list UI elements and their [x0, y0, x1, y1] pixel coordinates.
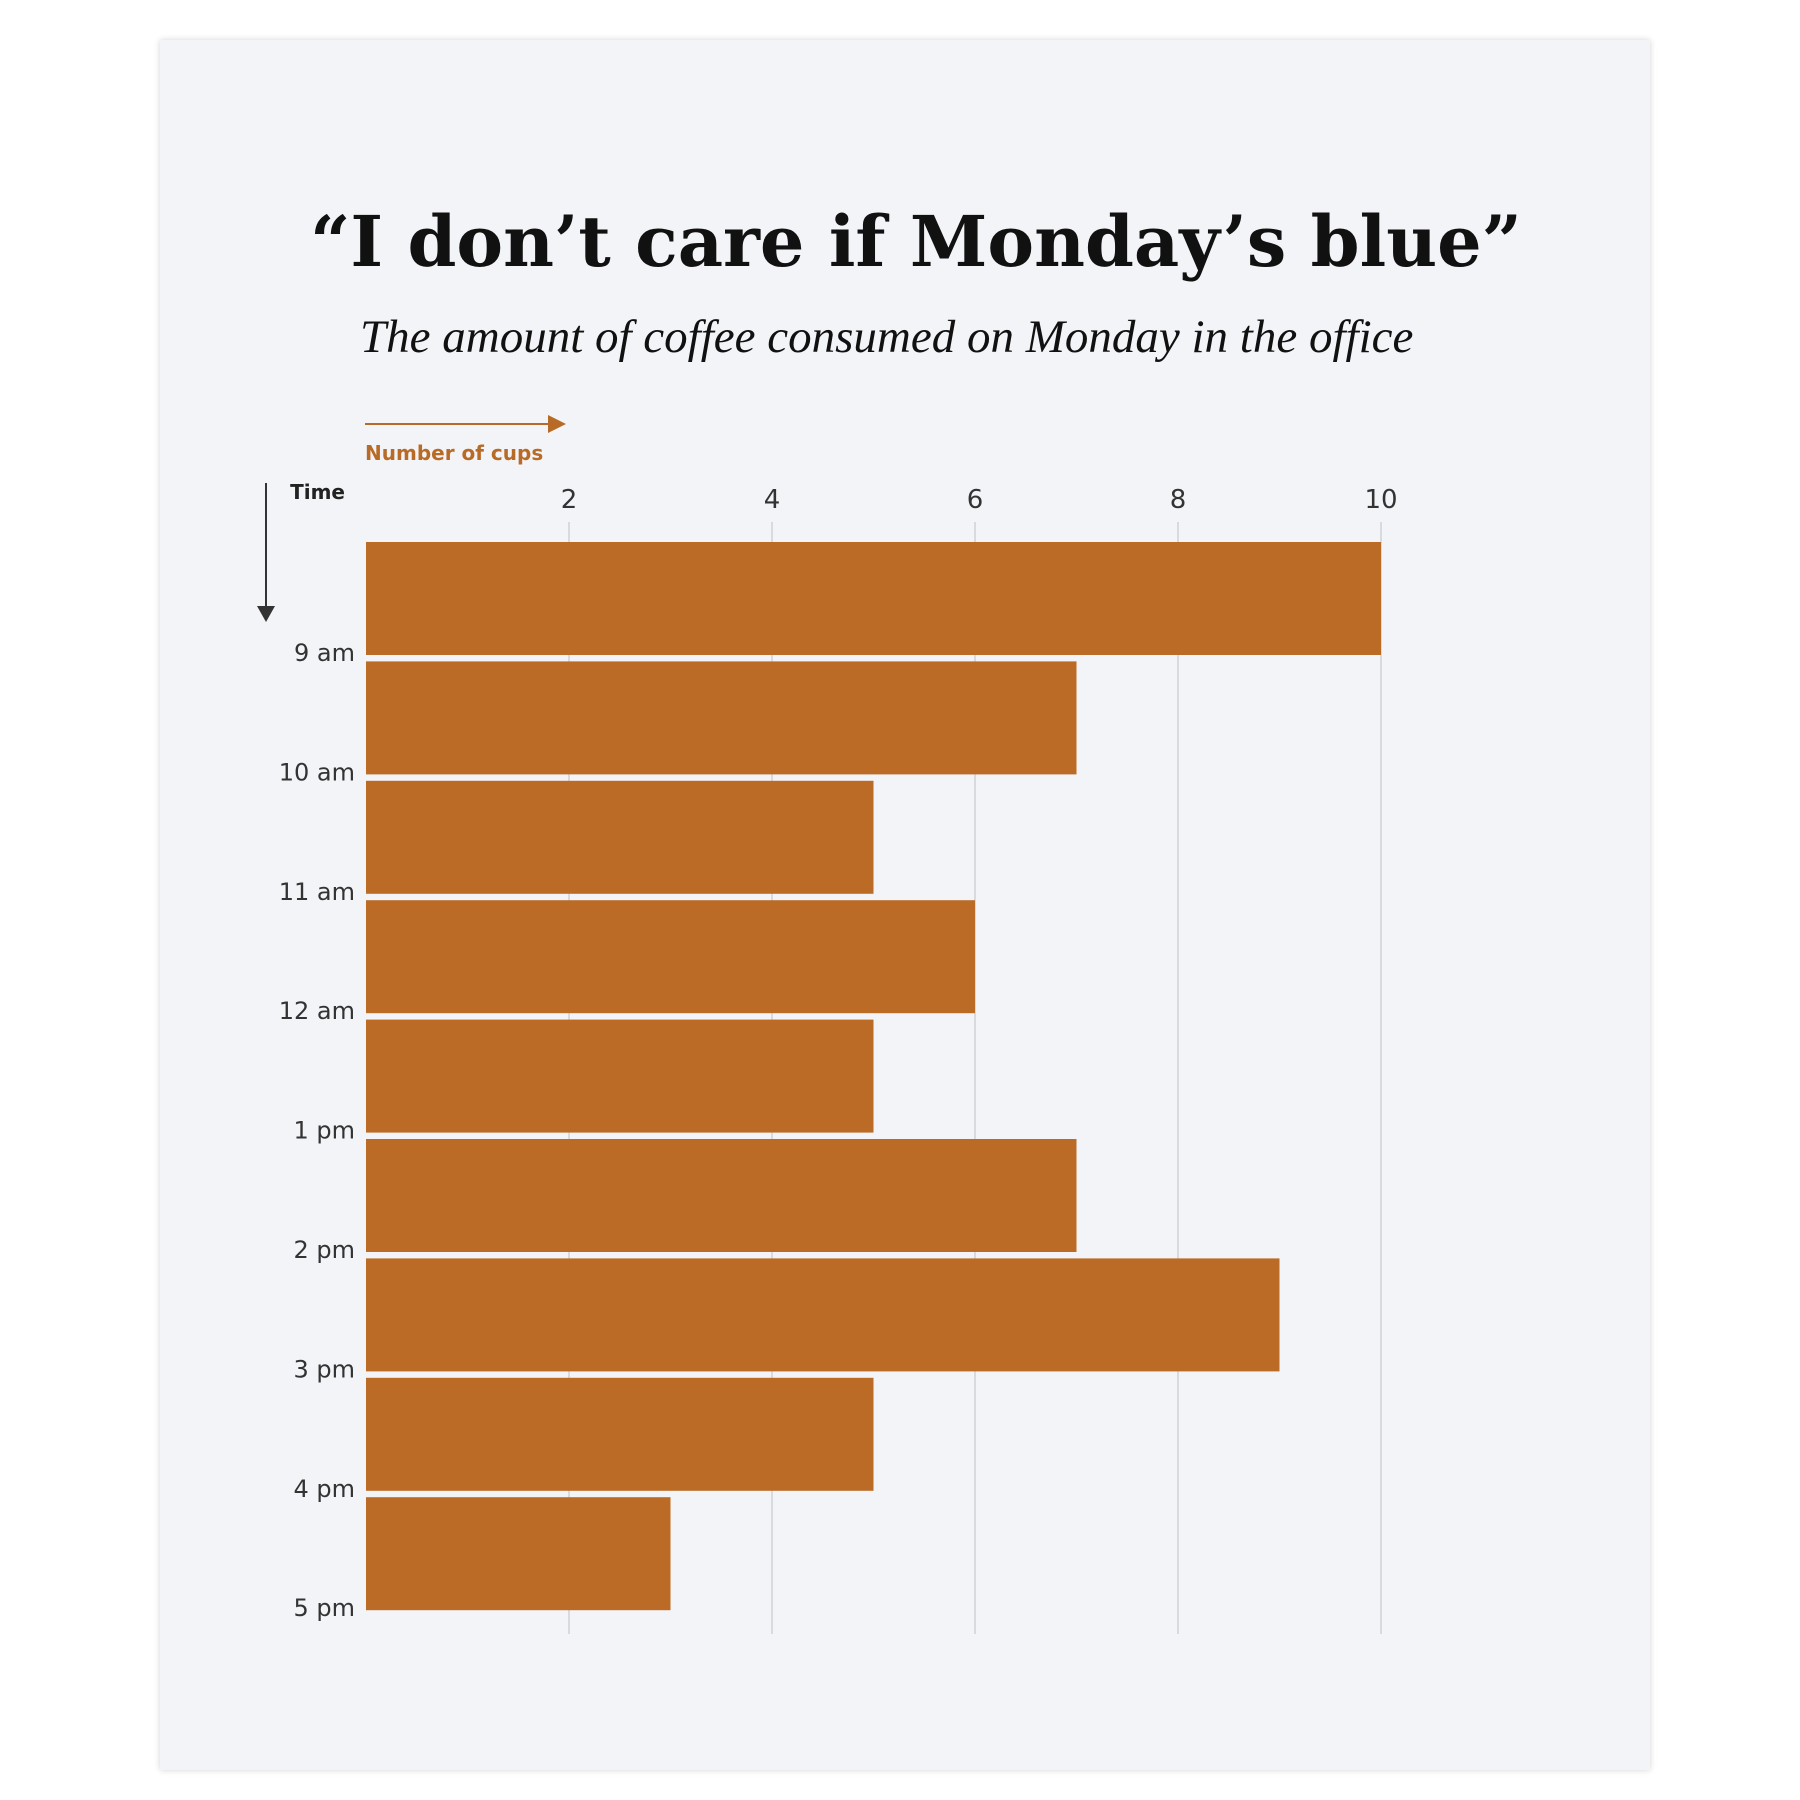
x-tick-label: 4	[764, 485, 781, 515]
bar	[366, 1377, 874, 1491]
category-label: 10 am	[279, 758, 355, 786]
bar	[366, 780, 874, 894]
category-label: 4 pm	[293, 1475, 355, 1503]
bars	[366, 542, 1381, 1611]
category-label: 1 pm	[293, 1117, 355, 1145]
x-axis-label: Number of cups	[365, 441, 543, 465]
bar	[366, 542, 1381, 655]
x-tick-labels: 2 4 6 8 10	[561, 485, 1398, 515]
x-tick-label: 10	[1364, 485, 1397, 515]
x-tick-label: 6	[967, 485, 984, 515]
x-tick-label: 2	[561, 485, 578, 515]
chart-subtitle: The amount of coffee consumed on Monday …	[360, 311, 1414, 363]
y-axis-label: Time	[290, 480, 345, 504]
category-label: 2 pm	[293, 1236, 355, 1264]
bar	[366, 661, 1077, 775]
category-label: 11 am	[279, 878, 355, 906]
chart-title: “I don’t care if Monday’s blue”	[310, 200, 1522, 283]
category-label: 9 am	[294, 639, 355, 667]
category-labels: 9 am 10 am 11 am 12 am 1 pm 2 pm 3 pm 4 pm 5 pm	[279, 639, 355, 1622]
bar	[366, 900, 975, 1014]
bar	[366, 1258, 1280, 1372]
category-label: 3 pm	[293, 1355, 355, 1383]
category-label: 12 am	[279, 997, 355, 1025]
category-label: 5 pm	[293, 1594, 355, 1622]
bar	[366, 1497, 671, 1611]
x-axis-arrow	[365, 415, 566, 433]
bar	[366, 1139, 1077, 1252]
bar	[366, 1019, 874, 1133]
x-tick-label: 8	[1170, 485, 1187, 515]
y-axis-arrow	[257, 483, 275, 622]
